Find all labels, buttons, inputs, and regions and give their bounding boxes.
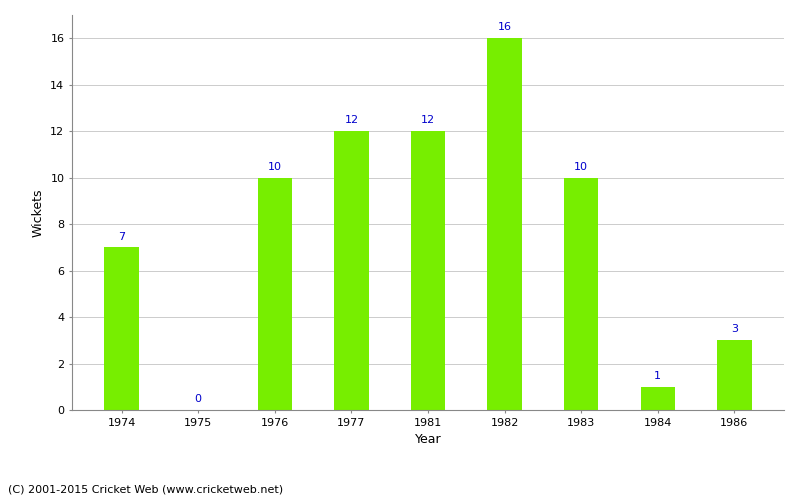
Text: 1: 1: [654, 371, 662, 381]
Bar: [564, 178, 598, 410]
Text: 0: 0: [194, 394, 202, 404]
Text: 3: 3: [731, 324, 738, 334]
Text: 10: 10: [574, 162, 588, 172]
Bar: [258, 178, 292, 410]
X-axis label: Year: Year: [414, 433, 442, 446]
Bar: [104, 248, 139, 410]
Text: (C) 2001-2015 Cricket Web (www.cricketweb.net): (C) 2001-2015 Cricket Web (www.cricketwe…: [8, 485, 283, 495]
Bar: [334, 131, 369, 410]
Y-axis label: Wickets: Wickets: [32, 188, 45, 237]
Bar: [487, 38, 522, 410]
Text: 7: 7: [118, 232, 125, 241]
Text: 12: 12: [421, 116, 435, 126]
Text: 12: 12: [344, 116, 358, 126]
Text: 10: 10: [268, 162, 282, 172]
Bar: [410, 131, 446, 410]
Bar: [717, 340, 752, 410]
Bar: [641, 387, 675, 410]
Text: 16: 16: [498, 22, 512, 32]
